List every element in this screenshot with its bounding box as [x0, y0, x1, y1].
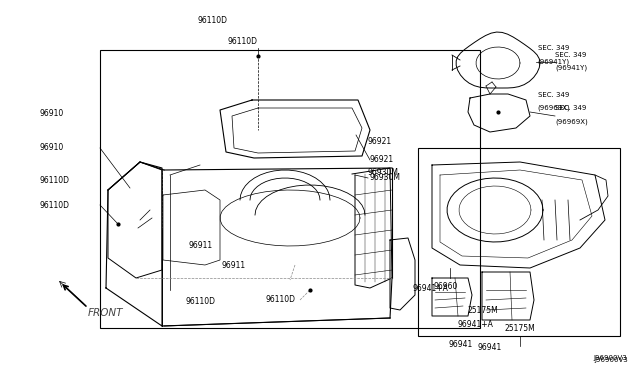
Text: 96110D: 96110D: [197, 16, 227, 25]
Text: 96110D: 96110D: [40, 201, 70, 209]
Text: J96900V3: J96900V3: [595, 357, 628, 363]
Text: 96910: 96910: [40, 109, 64, 118]
Text: 96110D: 96110D: [228, 38, 258, 46]
Text: 96911: 96911: [222, 260, 246, 269]
Text: 25175M: 25175M: [504, 324, 536, 333]
Text: 96941: 96941: [449, 340, 473, 349]
Text: 96910: 96910: [40, 144, 64, 153]
Text: SEC. 349: SEC. 349: [555, 105, 586, 111]
Text: (96941Y): (96941Y): [538, 58, 570, 65]
Text: SEC. 349: SEC. 349: [538, 92, 569, 98]
Text: 96941: 96941: [478, 343, 502, 353]
Text: 96110D: 96110D: [265, 295, 295, 305]
Text: 96941+A: 96941+A: [413, 284, 449, 293]
Text: (96941Y): (96941Y): [555, 65, 587, 71]
Text: 96110D: 96110D: [186, 297, 216, 306]
Text: 96110D: 96110D: [40, 176, 70, 185]
Text: 96941+A: 96941+A: [457, 320, 493, 329]
Text: SEC. 349: SEC. 349: [538, 45, 569, 51]
Text: 96930M: 96930M: [370, 173, 401, 183]
Text: 96960: 96960: [433, 282, 458, 291]
Bar: [100, 50, 480, 328]
Text: SEC. 349: SEC. 349: [555, 52, 586, 58]
Text: (96969X): (96969X): [538, 105, 570, 111]
Text: J96900V3: J96900V3: [593, 355, 627, 361]
Text: (96969X): (96969X): [555, 119, 588, 125]
Text: 96921: 96921: [370, 155, 394, 164]
Text: 96921: 96921: [368, 137, 392, 146]
Text: FRONT: FRONT: [88, 308, 124, 318]
Bar: [418, 148, 620, 336]
Text: 96911: 96911: [189, 241, 213, 250]
Text: 96930M: 96930M: [368, 169, 399, 177]
Text: 25175M: 25175M: [467, 306, 498, 315]
